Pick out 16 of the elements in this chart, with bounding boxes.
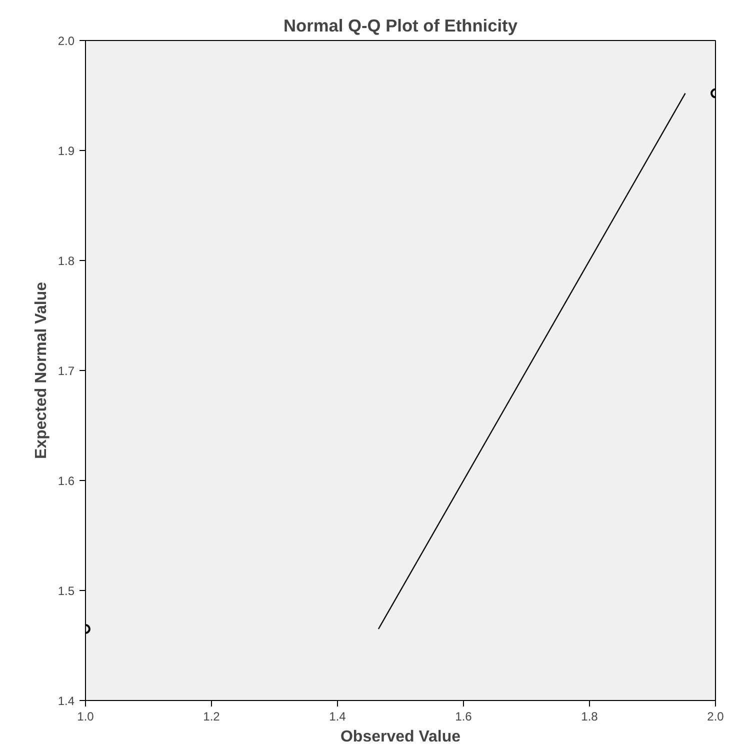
y-tick-label: 1.7: [58, 364, 75, 378]
y-axis-title: Expected Normal Value: [32, 282, 50, 459]
x-tick-label: 2.0: [707, 710, 724, 724]
y-tick-label: 1.9: [58, 144, 75, 158]
x-tick-label: 1.8: [581, 710, 598, 724]
x-axis-title: Observed Value: [340, 728, 461, 746]
y-tick-label: 1.6: [58, 474, 75, 488]
x-tick-label: 1.4: [329, 710, 346, 724]
x-tick-label: 1.6: [455, 710, 472, 724]
y-tick-label: 1.5: [58, 584, 75, 598]
x-tick-label: 1.2: [203, 710, 220, 724]
chart-title: Normal Q-Q Plot of Ethnicity: [284, 16, 518, 36]
y-tick-label: 2.0: [58, 34, 75, 48]
y-tick-label: 1.4: [58, 694, 75, 708]
y-tick-label: 1.8: [58, 254, 75, 268]
x-tick-label: 1.0: [77, 710, 94, 724]
